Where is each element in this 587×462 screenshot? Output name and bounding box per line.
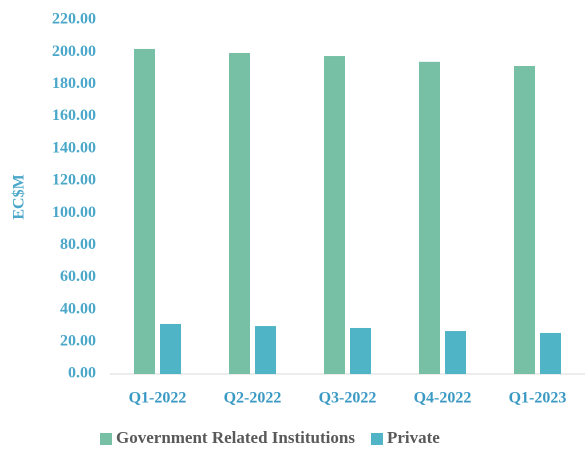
y-tick-label: 160.00 (52, 107, 96, 124)
bar (229, 52, 250, 375)
y-tick-label: 140.00 (52, 139, 96, 156)
bar (255, 326, 276, 374)
y-tick-label: 20.00 (60, 332, 96, 349)
y-tick-label: 100.00 (52, 204, 96, 221)
bar (160, 323, 181, 374)
bar (350, 327, 371, 374)
legend-label: Private (387, 428, 440, 447)
y-tick-label: 0.00 (68, 365, 96, 382)
y-tick-label: 120.00 (52, 172, 96, 189)
bar (514, 66, 535, 375)
bar (445, 331, 466, 374)
x-tick-label: Q2-2022 (224, 390, 282, 407)
bar (540, 332, 561, 374)
legend-swatch (370, 433, 383, 445)
x-tick-label: Q3-2022 (319, 390, 377, 407)
y-axis-title: EC$M (11, 174, 28, 219)
y-tick-label: 220.00 (52, 11, 96, 28)
bar (419, 61, 440, 374)
bar (134, 48, 155, 375)
y-tick-label: 180.00 (52, 75, 96, 92)
legend-label: Government Related Institutions (116, 428, 355, 447)
y-tick-label: 200.00 (52, 43, 96, 60)
y-tick-label: 60.00 (60, 268, 96, 285)
x-tick-label: Q1-2023 (509, 390, 567, 407)
legend-swatch (100, 433, 112, 445)
bar (324, 56, 345, 374)
x-tick-label: Q1-2022 (129, 390, 187, 407)
y-tick-label: 80.00 (60, 236, 96, 253)
x-tick-label: Q4-2022 (414, 390, 472, 407)
y-tick-label: 40.00 (60, 300, 96, 317)
